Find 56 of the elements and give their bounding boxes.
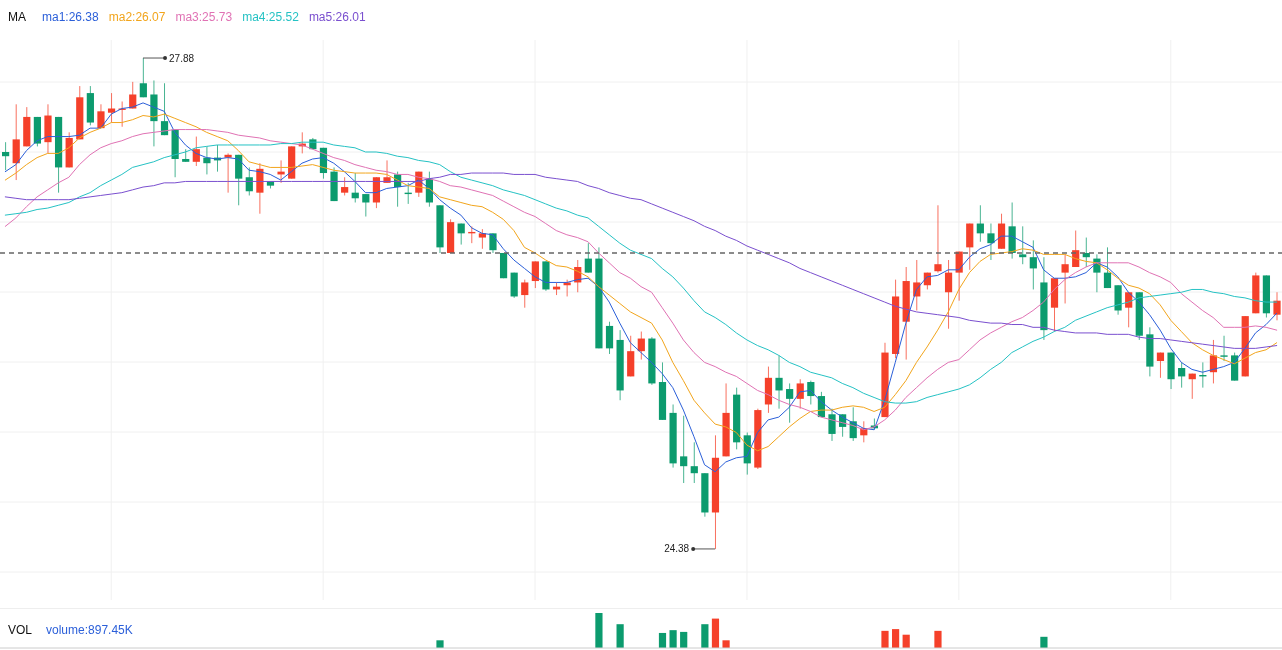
- candlestick: [139, 57, 147, 98]
- candlestick: [489, 232, 497, 254]
- candlestick: [203, 145, 211, 175]
- bar: [1040, 636, 1048, 648]
- text: ma2:26.07: [108, 10, 166, 24]
- candlestick: [680, 415, 688, 484]
- candlestick: [1178, 361, 1186, 389]
- candlestick: [531, 260, 539, 289]
- candlestick: [966, 223, 974, 271]
- bar: [701, 624, 709, 648]
- candlestick: [1156, 352, 1165, 379]
- candlestick: [775, 354, 783, 410]
- candlestick: [987, 223, 995, 261]
- candlestick: [510, 272, 518, 299]
- candlestick: [934, 204, 942, 274]
- candlestick: [235, 154, 243, 206]
- candlestick: [1029, 239, 1037, 290]
- candlestick: [1103, 246, 1112, 289]
- candlestick: [1273, 291, 1281, 321]
- candlestick: [944, 259, 953, 330]
- bar: [616, 624, 624, 648]
- annotation: 24.38: [664, 543, 690, 555]
- candlestick: [1220, 335, 1228, 362]
- bar: [711, 618, 720, 648]
- bar: [934, 630, 942, 648]
- candlestick: [341, 176, 349, 196]
- candlestick: [12, 103, 20, 181]
- candlestick: [786, 382, 794, 424]
- candlestick: [129, 81, 137, 110]
- candlestick: [690, 441, 698, 484]
- candlestick: [605, 321, 614, 355]
- legend-title: MA: [8, 10, 26, 24]
- candlestick: [245, 166, 253, 196]
- text: volume:897.45K: [46, 623, 133, 637]
- annotation: 27.88: [169, 52, 195, 64]
- bar: [881, 630, 889, 648]
- text: ma4:25.52: [242, 10, 299, 24]
- bar: [669, 630, 677, 648]
- candlestick: [521, 279, 529, 309]
- candlestick: [362, 193, 370, 218]
- candlestick: [2, 141, 10, 171]
- bar: [595, 613, 603, 648]
- text: ma1:26.38: [42, 10, 99, 24]
- text: ma5:26.01: [308, 10, 366, 24]
- candlestick: [796, 378, 804, 410]
- bar: [891, 629, 900, 648]
- candlestick: [478, 228, 486, 250]
- candlestick: [1019, 225, 1027, 265]
- candlestick: [584, 242, 592, 274]
- bar: [436, 640, 444, 648]
- candlestick: [1061, 253, 1069, 304]
- text: ma3:25.73: [175, 10, 233, 24]
- text: VOL: [8, 623, 33, 637]
- bar: [658, 632, 667, 648]
- bar: [680, 631, 688, 648]
- bar: [722, 640, 730, 648]
